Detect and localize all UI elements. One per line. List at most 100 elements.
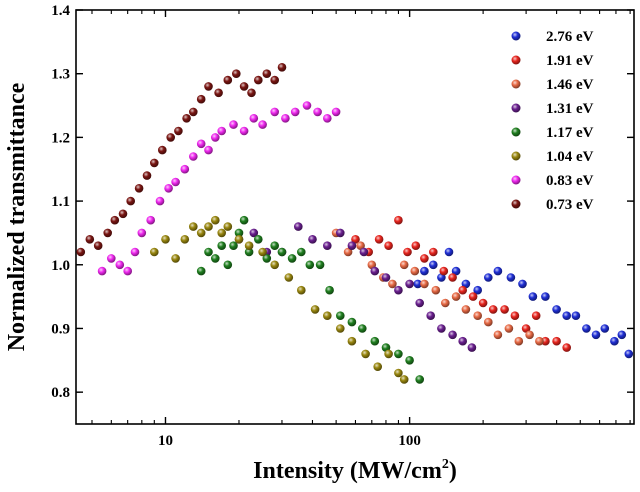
data-point (115, 260, 125, 270)
data-point (161, 235, 170, 244)
y-tick-label: 0.8 (51, 385, 70, 401)
data-point (347, 317, 357, 327)
data-point (405, 279, 414, 289)
data-point (302, 101, 312, 110)
data-point (150, 247, 159, 257)
data-point (262, 69, 272, 78)
data-point (420, 279, 429, 289)
data-point (217, 228, 226, 238)
data-point (600, 324, 610, 333)
data-point (493, 330, 503, 340)
data-point (223, 260, 233, 270)
data-point (244, 247, 254, 257)
data-point (97, 266, 107, 276)
data-point (467, 343, 477, 352)
legend-label: 1.31 eV (546, 101, 594, 117)
data-points (76, 63, 634, 384)
data-point (541, 292, 550, 301)
data-point (356, 241, 365, 250)
legend-label: 0.83 eV (546, 173, 594, 189)
data-point (571, 311, 581, 321)
data-point (211, 215, 220, 225)
data-point (103, 228, 112, 238)
data-point (247, 88, 256, 98)
data-point (531, 311, 541, 321)
data-point (284, 273, 294, 282)
data-point (426, 311, 436, 321)
data-point (500, 305, 509, 314)
legend-marker (511, 127, 521, 137)
data-point (217, 126, 226, 136)
data-point (146, 215, 155, 225)
y-tick-label: 1.0 (51, 258, 70, 274)
data-point (478, 298, 488, 308)
data-point (323, 241, 332, 250)
data-point (506, 273, 516, 282)
data-point (126, 196, 135, 206)
legend-marker (511, 55, 521, 65)
data-point (214, 88, 223, 98)
data-point (525, 330, 534, 340)
series-0-83-eV (97, 101, 341, 276)
data-point (196, 228, 206, 238)
data-point (374, 235, 384, 244)
data-point (413, 279, 423, 289)
data-point (270, 107, 280, 117)
y-tick-label: 1.2 (51, 130, 70, 146)
data-point (535, 336, 544, 346)
data-point (313, 107, 322, 117)
data-point (343, 247, 353, 257)
data-point (336, 228, 345, 238)
data-point (420, 266, 429, 276)
data-point (182, 114, 191, 123)
data-point (142, 171, 152, 180)
data-point (158, 145, 167, 155)
axis-ticks: 0.8 0.9 1.0 1.1 1.2 1.3 1.4 10 100 (51, 3, 634, 449)
series-0-73-eV (76, 63, 287, 257)
data-point (504, 324, 514, 333)
data-point (359, 247, 369, 257)
data-point (518, 279, 527, 289)
data-point (171, 177, 180, 187)
data-point (323, 311, 332, 321)
data-point (331, 107, 341, 117)
data-point (451, 292, 461, 301)
data-point (217, 241, 226, 250)
legend-label: 2.76 eV (546, 29, 594, 45)
legend-label: 1.91 eV (546, 53, 594, 69)
data-point (223, 75, 233, 85)
data-point (308, 235, 317, 244)
data-point (196, 139, 206, 149)
data-point (431, 285, 441, 295)
legend-marker (511, 175, 521, 185)
data-point (196, 266, 206, 276)
legend: 2.76 eV 1.91 eV 1.46 eV 1.31 eV 1.17 eV 1.04 … (511, 29, 594, 213)
data-point (305, 260, 315, 270)
data-point (394, 215, 403, 225)
data-point (439, 266, 449, 276)
data-point (370, 266, 380, 276)
data-point (562, 343, 571, 352)
x-tick-label: 100 (398, 433, 421, 449)
data-point (297, 247, 306, 257)
data-point (232, 69, 241, 78)
data-point (297, 285, 306, 295)
data-point (384, 349, 393, 359)
data-point (150, 158, 159, 168)
data-point (461, 305, 471, 314)
data-point (399, 260, 409, 270)
data-point (262, 254, 272, 263)
data-point (493, 266, 503, 276)
data-point (137, 228, 147, 238)
data-point (258, 120, 267, 129)
y-tick-label: 1.3 (51, 67, 70, 83)
data-point (270, 260, 280, 270)
y-tick-label: 0.9 (51, 321, 70, 337)
data-point (468, 292, 478, 301)
data-point (484, 273, 493, 282)
series-1-46-eV (331, 228, 544, 346)
data-point (617, 330, 627, 340)
data-point (270, 241, 280, 250)
data-point (85, 235, 95, 244)
